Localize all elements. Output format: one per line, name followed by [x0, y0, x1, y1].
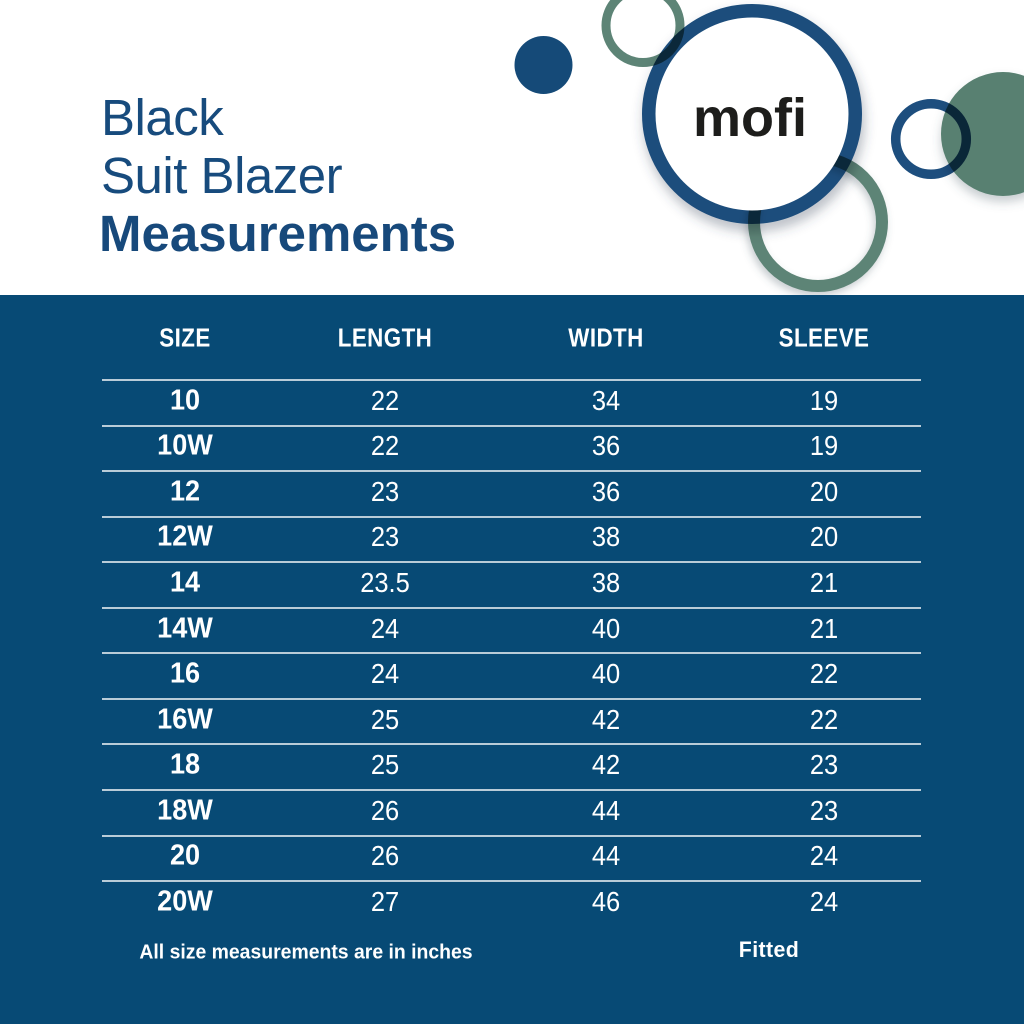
svg-text:mofi: mofi	[693, 88, 807, 148]
